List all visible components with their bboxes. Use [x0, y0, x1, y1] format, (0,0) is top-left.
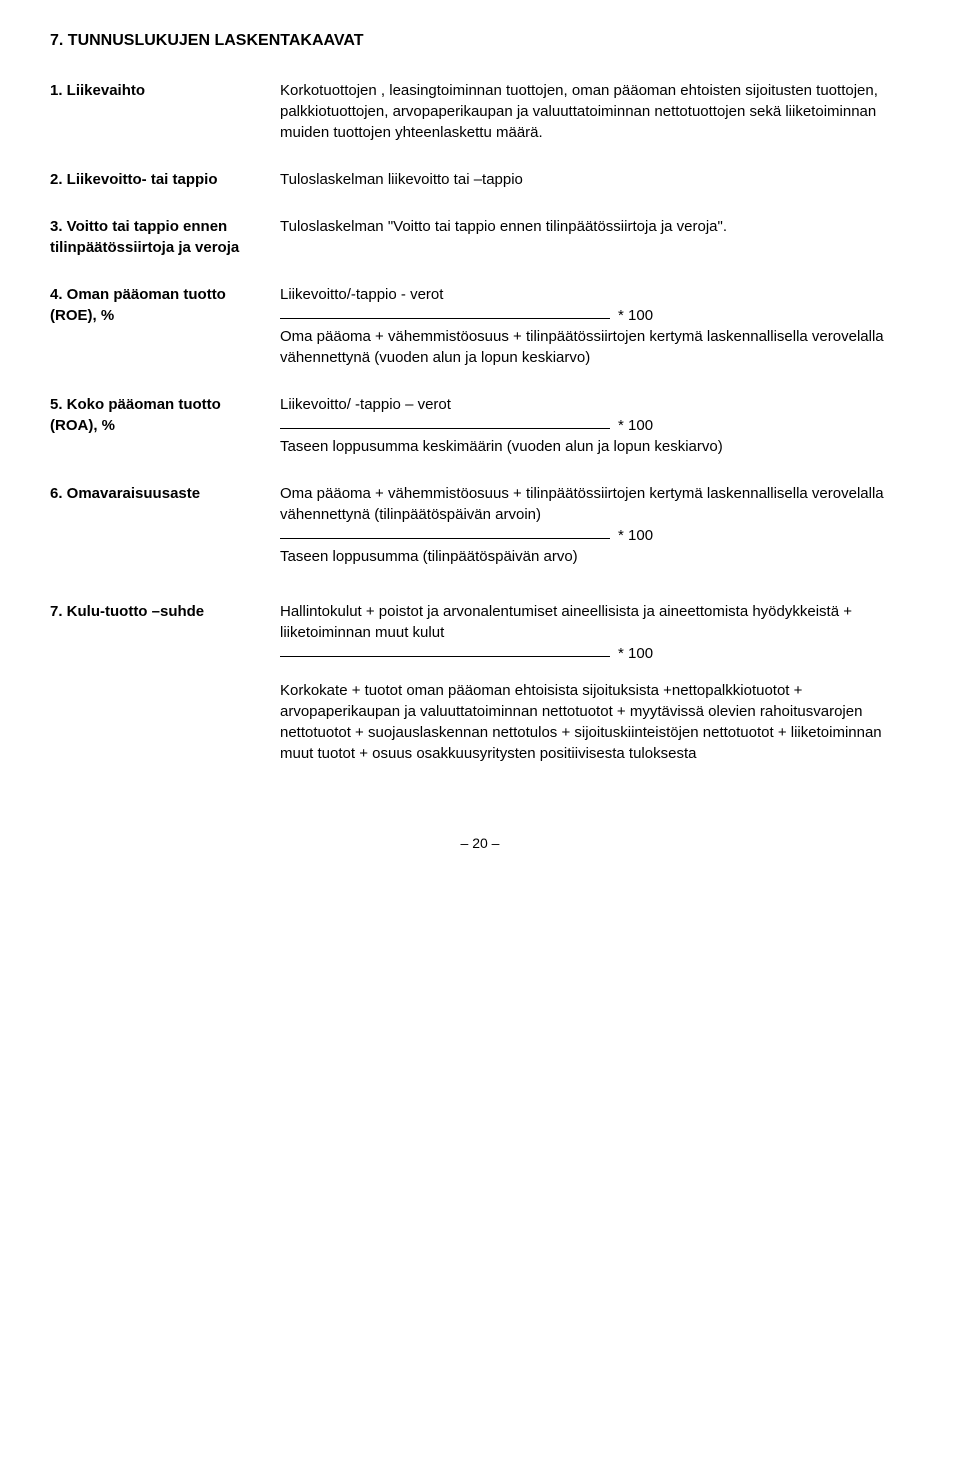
formula-definition: Korkotuottojen , leasingtoiminnan tuotto…: [280, 80, 910, 143]
formula-definition: Oma pääoma + vähemmistöosuus + tilinpäät…: [280, 483, 910, 567]
formula-label: 1. Liikevaihto: [50, 80, 280, 143]
fraction-line: [280, 428, 610, 429]
formula-factor: * 100: [610, 525, 653, 546]
formula-definition: Tuloslaskelman "Voitto tai tappio ennen …: [280, 216, 910, 258]
formula-label: 5. Koko pääoman tuotto (ROA), %: [50, 394, 280, 457]
formula-denominator: Taseen loppusumma keskimäärin (vuoden al…: [280, 436, 910, 457]
formula-definition: Liikevoitto/-tappio - verot * 100 Oma pä…: [280, 284, 910, 368]
section-heading: 7. TUNNUSLUKUJEN LASKENTAKAAVAT: [50, 30, 910, 52]
formula-numerator: Liikevoitto/ -tappio – verot: [280, 394, 910, 415]
formula-row-3: 3. Voitto tai tappio ennen tilinpäätössi…: [50, 216, 910, 258]
formula-label: 2. Liikevoitto- tai tappio: [50, 169, 280, 190]
formula-numerator: Hallintokulut + poistot ja arvonalentumi…: [280, 601, 910, 643]
fraction-line: [280, 538, 610, 539]
formula-row-4: 4. Oman pääoman tuotto (ROE), % Liikevoi…: [50, 284, 910, 368]
formula-label: 3. Voitto tai tappio ennen tilinpäätössi…: [50, 216, 280, 258]
formula-numerator: Liikevoitto/-tappio - verot: [280, 284, 910, 305]
formula-factor: * 100: [610, 415, 653, 436]
fraction-line: [280, 656, 610, 657]
page-number: – 20 –: [50, 834, 910, 854]
formula-row-5: 5. Koko pääoman tuotto (ROA), % Liikevoi…: [50, 394, 910, 457]
formula-row-2: 2. Liikevoitto- tai tappio Tuloslaskelma…: [50, 169, 910, 190]
formula-row-7: 7. Kulu-tuotto –suhde Hallintokulut + po…: [50, 601, 910, 764]
fraction-line: [280, 318, 610, 319]
formula-denominator: Taseen loppusumma (tilinpäätöspäivän arv…: [280, 546, 910, 567]
formula-definition: Hallintokulut + poistot ja arvonalentumi…: [280, 601, 910, 764]
formula-row-6: 6. Omavaraisuusaste Oma pääoma + vähemmi…: [50, 483, 910, 567]
formula-below: Korkokate + tuotot oman pääoman ehtoisis…: [280, 680, 910, 764]
formula-label: 7. Kulu-tuotto –suhde: [50, 601, 280, 764]
formula-definition: Liikevoitto/ -tappio – verot * 100 Tasee…: [280, 394, 910, 457]
formula-row-1: 1. Liikevaihto Korkotuottojen , leasingt…: [50, 80, 910, 143]
formula-factor: * 100: [610, 305, 653, 326]
formula-label: 6. Omavaraisuusaste: [50, 483, 280, 567]
formula-definition: Tuloslaskelman liikevoitto tai –tappio: [280, 169, 910, 190]
formula-denominator: Oma pääoma + vähemmistöosuus + tilinpäät…: [280, 326, 910, 368]
formula-label: 4. Oman pääoman tuotto (ROE), %: [50, 284, 280, 368]
formula-factor: * 100: [610, 643, 653, 664]
formula-numerator: Oma pääoma + vähemmistöosuus + tilinpäät…: [280, 483, 910, 525]
